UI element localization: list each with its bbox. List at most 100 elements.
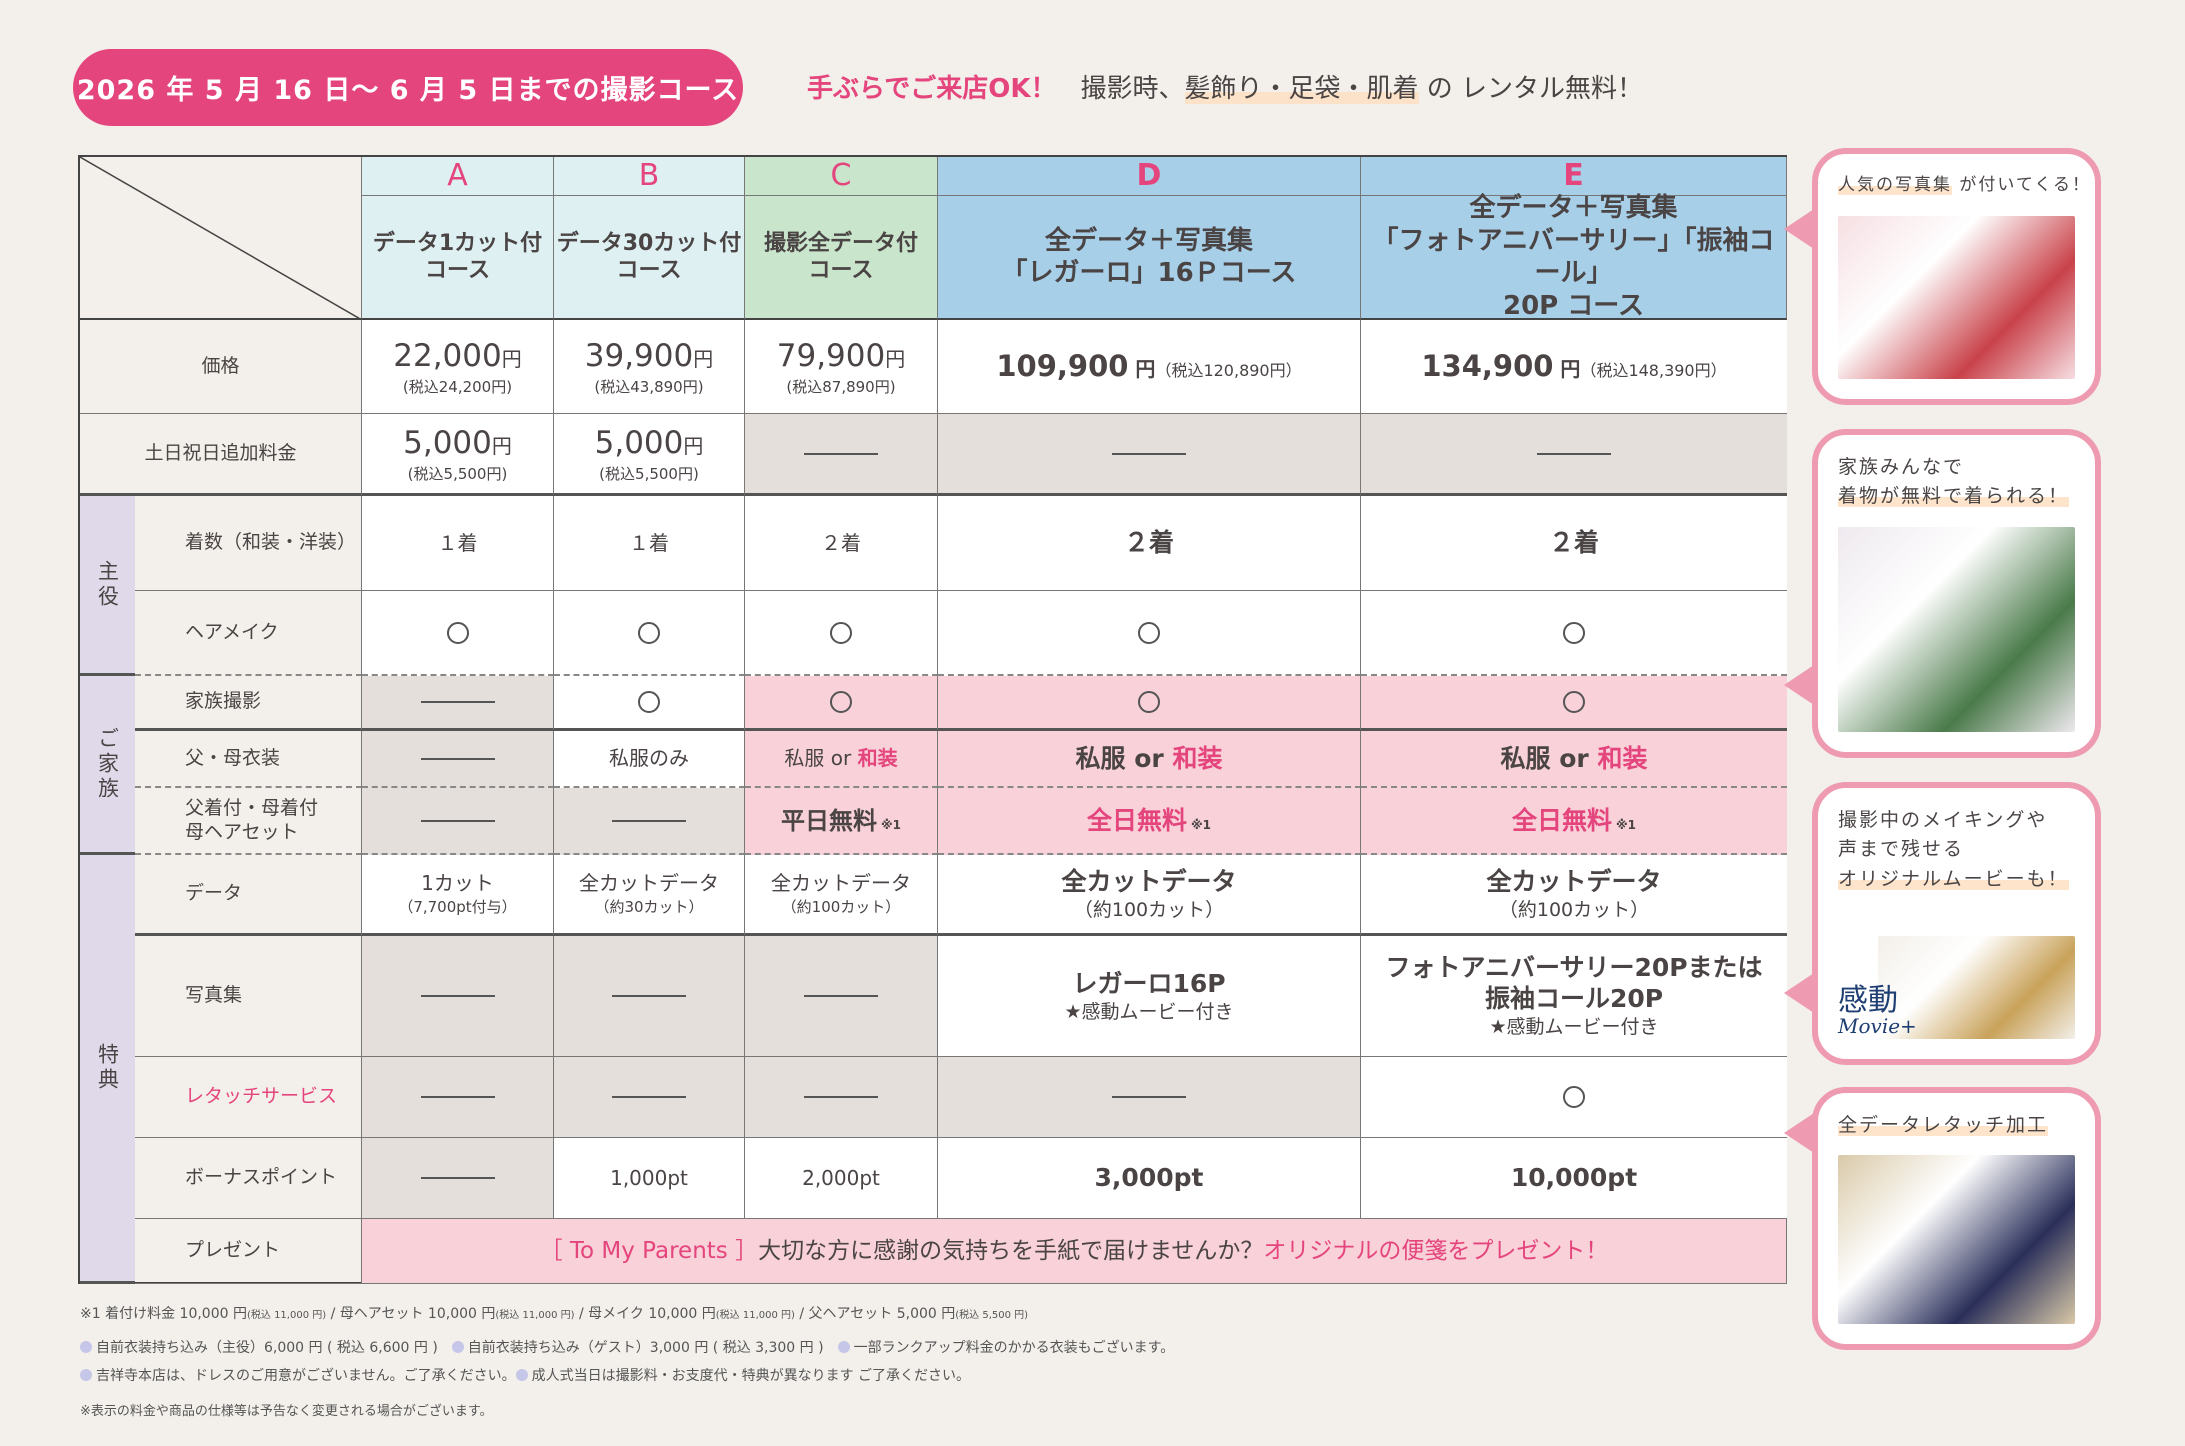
footnote-item: 成人式当日は撮影料・お支度代・特典が異なります ご了承ください。	[531, 1368, 971, 1384]
table-cell-b: １着	[554, 496, 745, 591]
cell-main-text: 平日無料	[780, 806, 877, 835]
callout-line: 全データレタッチ加工	[1838, 1111, 2049, 1140]
movie-making-image	[1878, 936, 2075, 1039]
callout-line: 撮影中のメイキングや	[1838, 806, 2069, 835]
cell-text: 1カット	[421, 871, 494, 896]
table-cell-a	[362, 591, 554, 676]
cell-text: 2,000pt	[802, 1166, 880, 1191]
cell-main-text: 私服 or	[1075, 743, 1173, 773]
table-cell-b	[554, 788, 745, 855]
row-label-text: ヘアメイク	[185, 620, 279, 643]
cell-main-text: ２着	[1548, 528, 1599, 558]
bullet-dot-icon	[837, 1341, 850, 1353]
cell-text: １着	[629, 531, 669, 556]
price-value: 109,900 円（税込120,890円）	[996, 348, 1301, 384]
price-tax-included: (税込5,500円)	[407, 464, 508, 483]
callout-text: 家族みんなで着物が無料で着られる！	[1838, 453, 2070, 512]
cell-main-text: 私服のみ	[609, 746, 689, 770]
table-cell-a	[362, 676, 554, 731]
header-note-text-2: の レンタル無料！	[1418, 74, 1644, 104]
bullet-dot-icon	[515, 1369, 528, 1381]
callout-1: 人気の写真集 が付いてくる！	[1784, 148, 2101, 405]
footnote-ref: ※1	[1616, 817, 1637, 832]
table-cell-b	[554, 1057, 745, 1138]
footnote-fee-tax: (税込 11,000 円)	[715, 1310, 795, 1321]
price-amount: 5,000	[594, 424, 684, 461]
corner-diagonal-cell	[80, 157, 362, 320]
table-cell-e: 私服 or 和装	[1361, 731, 1787, 788]
cell-text: 全カットデータ	[579, 871, 719, 896]
cell-text: 全カットデータ	[771, 871, 911, 896]
present-title: ［ To My Parents ］	[539, 1237, 759, 1264]
price-unit: 円	[491, 433, 512, 458]
table-cell-c	[745, 1057, 938, 1138]
header-note-highlight: 髪飾り・足袋・肌着	[1184, 74, 1419, 104]
table-cell-a	[362, 1057, 554, 1138]
price-value: 79,900円	[777, 337, 905, 376]
table-cell-d: レガーロ16P ★感動ムービー付き	[938, 936, 1361, 1057]
callout-text: 全データレタッチ加工	[1838, 1111, 2049, 1140]
price-unit: 円	[693, 346, 714, 371]
cell-sub-text: （約30カット）	[594, 898, 704, 917]
dash-mark	[420, 701, 495, 703]
table-cell-a	[362, 1138, 554, 1219]
price-unit: 円	[501, 346, 522, 371]
callout-3: 撮影中のメイキングや 声まで残せる オリジナルムービーも！ 感動 Movie+	[1784, 782, 2101, 1065]
column-header-b: データ30カット付 コース	[554, 196, 745, 320]
price-unit: 円	[885, 346, 906, 371]
callout-line-text: 声まで残せる	[1838, 838, 1965, 861]
dash-mark	[804, 1096, 878, 1098]
column-letter-a: A	[362, 157, 554, 196]
row-label-text: データ	[185, 882, 243, 905]
table-cell-c: 私服 or 和装	[745, 731, 938, 788]
callout-tail	[1784, 209, 1814, 249]
column-name: 撮影全データ付 コース	[763, 230, 918, 284]
table-cell-a: 22,000円 (税込24,200円)	[362, 320, 554, 414]
cell-text: １着	[438, 531, 478, 556]
kando-logo-text: 感動	[1838, 983, 1898, 1018]
table-cell-a: 5,000円 (税込5,500円)	[362, 414, 554, 496]
price-unit: 円	[1553, 357, 1581, 382]
callout-4: 全データレタッチ加工	[1784, 1087, 2101, 1350]
table-cell-c	[745, 591, 938, 676]
callout-line: 声まで残せる	[1838, 835, 2069, 864]
table-cell-e: 全カットデータ （約100カット）	[1361, 855, 1787, 936]
footnote-line-1: ※1 着付け料金 10,000 円(税込 11,000 円) / 母ヘアセット …	[80, 1307, 1028, 1321]
callout-line: 家族みんなで	[1838, 453, 2069, 482]
circle-mark	[446, 621, 469, 644]
column-letter-b: B	[554, 157, 745, 196]
footnote-item: 吉祥寺本店は、ドレスのご用意がございません。ご了承ください。	[96, 1368, 516, 1384]
table-cell-c: 全カットデータ （約100カット）	[745, 855, 938, 936]
cell-text: 私服のみ	[609, 746, 689, 771]
footnote-fee-tax: (税込 11,000 円)	[495, 1310, 575, 1321]
price-amount: 22,000	[393, 337, 502, 374]
table-cell-c: ２着	[745, 496, 938, 591]
callout-line-text: 着物が無料で着られる！	[1838, 485, 2070, 508]
price-amount: 109,900	[996, 349, 1129, 384]
callout-line-rest: が付いてくる！	[1952, 175, 2092, 195]
dash-mark	[420, 995, 495, 997]
price-amount: 134,900	[1421, 349, 1554, 384]
header-note: 手ぶらでご来店OK！ 撮影時、髪飾り・足袋・肌着 の レンタル無料！	[807, 68, 1643, 105]
dash-mark	[420, 819, 495, 822]
table-cell-d	[938, 414, 1361, 496]
cell-main-text: １着	[629, 530, 669, 555]
row-label-text: 価格	[201, 354, 240, 377]
price-value: 22,000円	[393, 337, 521, 376]
circle-mark	[638, 691, 660, 713]
bullet-dot-icon	[80, 1341, 92, 1353]
callout-line-text: 全データレタッチ加工	[1838, 1114, 2049, 1136]
table-cell-b	[554, 676, 745, 731]
cell-text: ２着	[1124, 527, 1174, 558]
cell-main-text: レガーロ16P	[1072, 968, 1226, 998]
table-cell-b: 39,900円 (税込43,890円)	[554, 320, 745, 414]
column-header-d: 全データ＋写真集 「レガーロ」16Ｐコース	[938, 196, 1361, 320]
cell-text: 10,000pt	[1511, 1162, 1637, 1193]
bullet-dot-icon	[451, 1341, 464, 1353]
price-unit: 円	[683, 433, 704, 458]
price-tax-included: （税込120,890円）	[1155, 361, 1302, 381]
dash-mark	[420, 757, 495, 760]
footnote-line-2: 自前衣装持ち込み（主役）6,000 円 ( 税込 6,600 円 ) 自前衣装持ち…	[80, 1341, 1188, 1355]
cell-main-text: ２着	[1123, 528, 1174, 558]
callout-line-text: 撮影中のメイキングや	[1838, 809, 2048, 831]
